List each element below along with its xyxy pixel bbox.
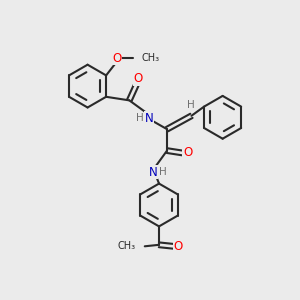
Text: O: O [174, 240, 183, 253]
Text: O: O [183, 146, 192, 160]
Text: N: N [149, 166, 158, 179]
Text: CH₃: CH₃ [142, 53, 160, 63]
Text: H: H [187, 100, 195, 110]
Text: CH₃: CH₃ [117, 241, 135, 251]
Text: O: O [134, 73, 143, 85]
Text: H: H [136, 113, 144, 123]
Text: H: H [159, 167, 167, 177]
Text: N: N [145, 112, 154, 125]
Text: O: O [112, 52, 121, 65]
